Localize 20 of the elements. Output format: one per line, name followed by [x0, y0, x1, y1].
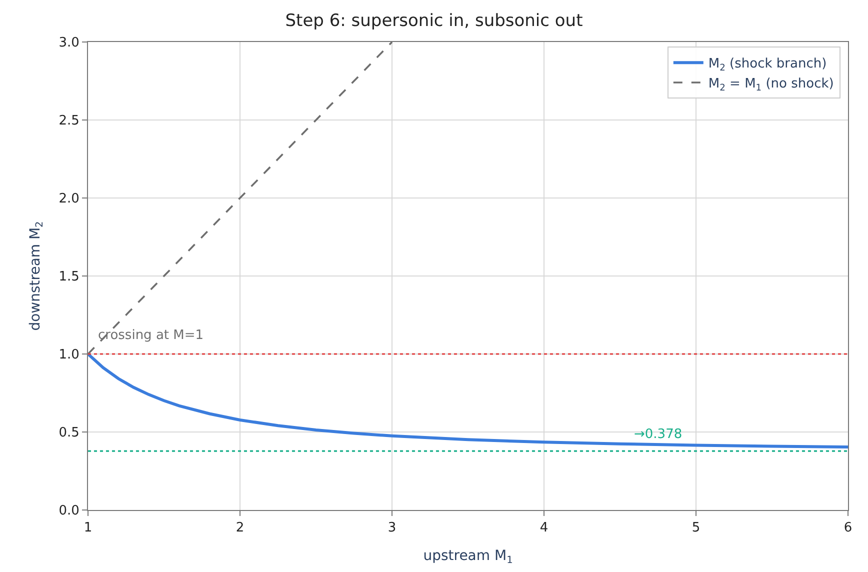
- x-tick-label: 3: [388, 520, 396, 536]
- x-tick-label: 1: [84, 520, 92, 536]
- y-tick-label: 1.0: [58, 348, 80, 363]
- annotation: crossing at M=1: [98, 328, 204, 343]
- x-tick-label: 2: [236, 520, 244, 536]
- x-axis-title: upstream M$_{1}$: [423, 548, 513, 566]
- x-tick-label: 6: [844, 520, 852, 536]
- line-series: [88, 352, 848, 448]
- annotation: →0.378: [634, 427, 682, 442]
- x-tick-label: 4: [540, 520, 548, 536]
- chart-title: Step 6: supersonic in, subsonic out: [285, 11, 584, 32]
- y-tick-label: 0.0: [58, 504, 80, 519]
- y-tick-label: 1.5: [58, 270, 80, 285]
- x-tick-label: 5: [692, 520, 700, 536]
- legend-label: M$_{2}$ (shock branch): [708, 56, 827, 74]
- legend-label: M$_{2}$ = M$_{1}$ (no shock): [708, 76, 834, 94]
- y-tick-label: 0.5: [58, 426, 80, 441]
- y-tick-label: 2.0: [58, 192, 80, 207]
- y-tick-label: 3.0: [58, 36, 80, 51]
- y-tick-label: 2.5: [58, 114, 80, 129]
